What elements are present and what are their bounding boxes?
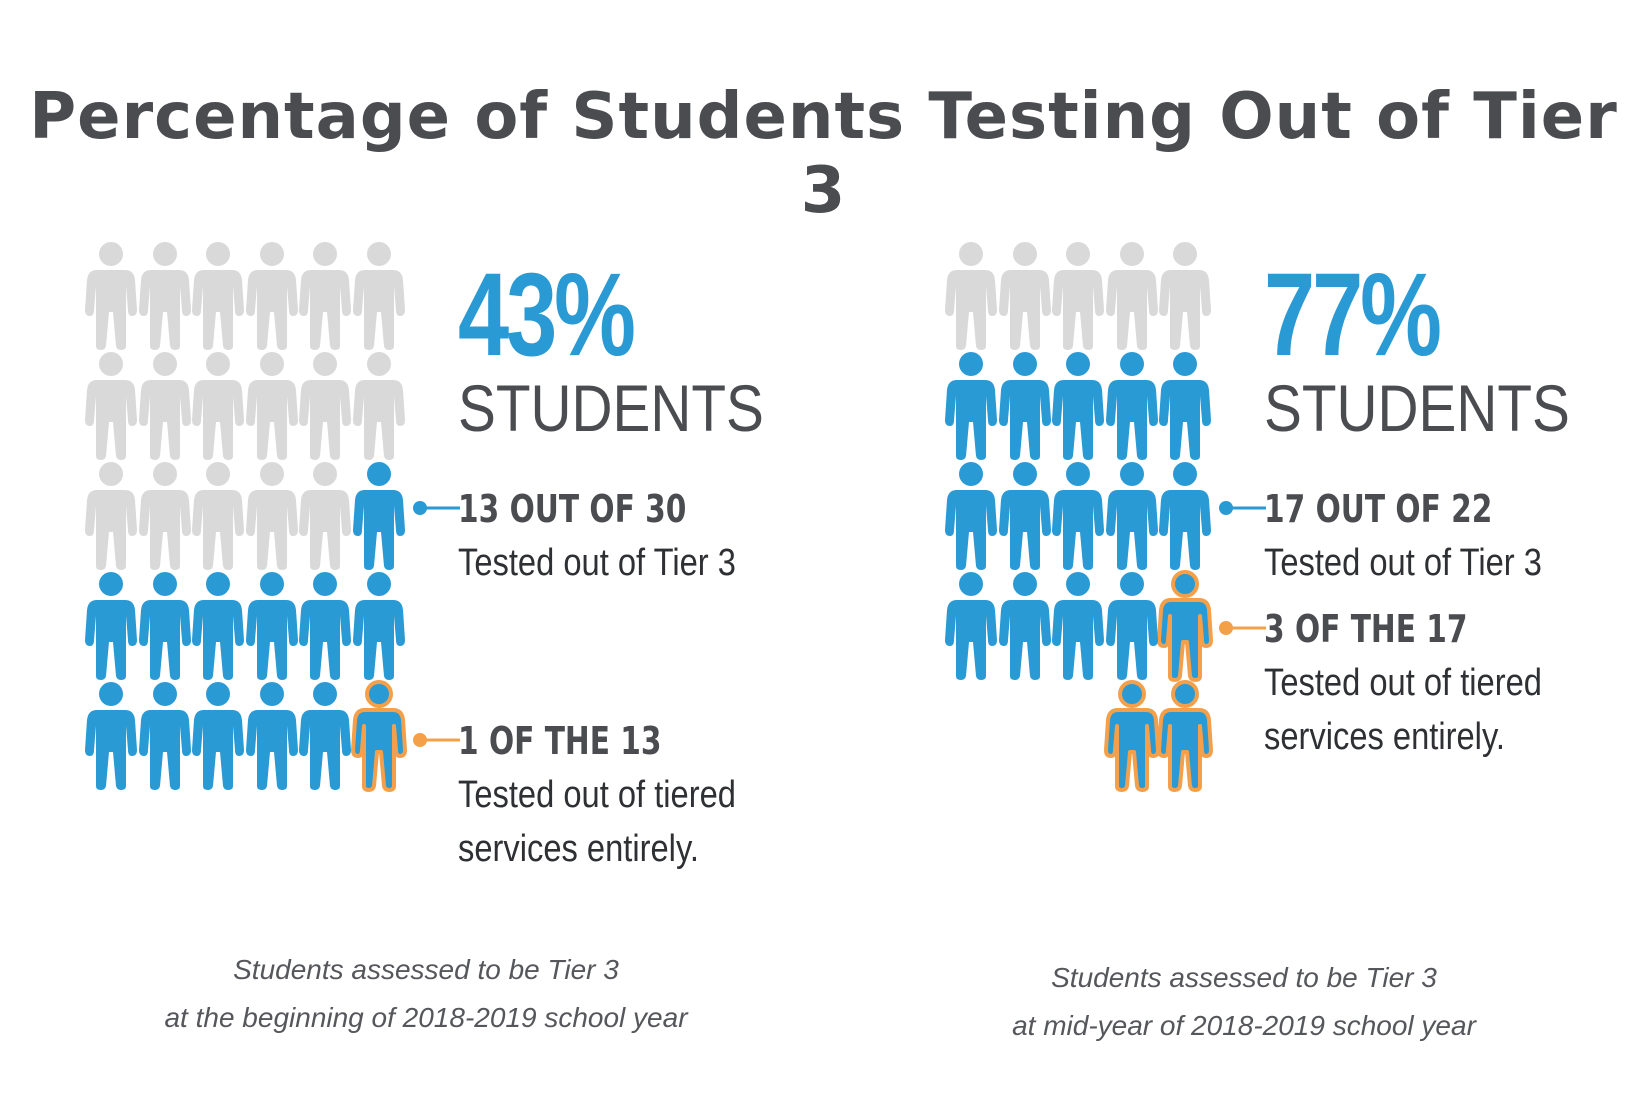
person-icon bbox=[85, 682, 137, 790]
person-icon bbox=[945, 352, 997, 460]
person-icon bbox=[998, 242, 1051, 350]
person-icon bbox=[945, 572, 997, 680]
person-icon bbox=[350, 680, 407, 792]
annotation-heading-tested-out-beginning: 13 OUT OF 30 bbox=[458, 487, 687, 531]
caption-beginning-line2: at the beginning of 2018-2019 school yea… bbox=[164, 1002, 688, 1033]
annotation-text-entirely-midyear-line1: Tested out of tiered bbox=[1264, 662, 1542, 704]
caption-midyear: Students assessed to be Tier 3 at mid-ye… bbox=[934, 954, 1554, 1050]
percent-label-beginning: 43% bbox=[458, 249, 636, 381]
person-icon bbox=[1105, 462, 1158, 570]
person-icon bbox=[1105, 572, 1158, 680]
person-icon bbox=[299, 242, 351, 350]
person-icon bbox=[1105, 352, 1158, 460]
person-icon bbox=[1159, 462, 1211, 570]
person-icon bbox=[352, 352, 405, 460]
person-icon bbox=[1052, 572, 1104, 680]
percent-label-midyear: 77% bbox=[1264, 249, 1442, 381]
person-icon bbox=[245, 572, 298, 680]
unit-label-beginning: STUDENTS bbox=[458, 371, 764, 445]
caption-midyear-line2: at mid-year of 2018-2019 school year bbox=[1012, 1010, 1476, 1041]
person-icon bbox=[352, 242, 405, 350]
person-icon bbox=[85, 352, 137, 460]
person-icon bbox=[299, 352, 351, 460]
person-icon bbox=[1052, 462, 1104, 570]
person-icon bbox=[192, 572, 244, 680]
person-icon bbox=[299, 572, 351, 680]
person-icon bbox=[945, 462, 997, 570]
unit-label-midyear: STUDENTS bbox=[1264, 371, 1570, 445]
person-icon bbox=[138, 572, 191, 680]
person-icon bbox=[192, 682, 244, 790]
person-icon bbox=[1052, 352, 1104, 460]
person-icon bbox=[138, 242, 191, 350]
person-icon bbox=[998, 352, 1051, 460]
connector-entirely-midyear bbox=[1219, 621, 1266, 635]
person-icon bbox=[1159, 242, 1211, 350]
person-icon bbox=[138, 682, 191, 790]
annotation-heading-entirely-beginning: 1 OF THE 13 bbox=[458, 719, 662, 763]
person-icon bbox=[352, 572, 405, 680]
person-icon bbox=[299, 462, 351, 570]
annotation-heading-tested-out-midyear: 17 OUT OF 22 bbox=[1264, 487, 1493, 531]
person-icon bbox=[1157, 680, 1213, 792]
caption-midyear-line1: Students assessed to be Tier 3 bbox=[1051, 962, 1437, 993]
person-icon bbox=[192, 462, 244, 570]
person-icon bbox=[352, 462, 405, 570]
annotation-text-entirely-midyear-line2: services entirely. bbox=[1264, 716, 1505, 758]
person-icon bbox=[245, 352, 298, 460]
person-icon bbox=[1105, 242, 1158, 350]
person-icon bbox=[85, 462, 137, 570]
person-icon bbox=[998, 462, 1051, 570]
caption-beginning-line1: Students assessed to be Tier 3 bbox=[233, 954, 619, 985]
person-icon bbox=[1052, 242, 1104, 350]
person-icon bbox=[1157, 570, 1213, 682]
caption-beginning: Students assessed to be Tier 3 at the be… bbox=[116, 946, 736, 1042]
annotation-text-tested-out-midyear: Tested out of Tier 3 bbox=[1264, 542, 1542, 584]
person-icon bbox=[299, 682, 351, 790]
connector-entirely-beginning bbox=[413, 733, 460, 747]
person-icon bbox=[85, 242, 137, 350]
connector-tested-out-beginning bbox=[413, 501, 460, 515]
person-icon bbox=[138, 352, 191, 460]
person-icon bbox=[245, 682, 298, 790]
person-icon bbox=[245, 242, 298, 350]
annotation-text-tested-out-beginning: Tested out of Tier 3 bbox=[458, 542, 736, 584]
person-icon bbox=[945, 242, 997, 350]
person-icon bbox=[1103, 680, 1160, 792]
person-icon bbox=[138, 462, 191, 570]
annotation-text-entirely-beginning-line1: Tested out of tiered bbox=[458, 774, 736, 816]
person-icon bbox=[192, 242, 244, 350]
chart-title: Percentage of Students Testing Out of Ti… bbox=[29, 80, 1618, 228]
person-icon bbox=[998, 572, 1051, 680]
connector-tested-out-midyear bbox=[1219, 501, 1266, 515]
annotation-text-entirely-beginning-line2: services entirely. bbox=[458, 828, 699, 870]
person-icon bbox=[85, 572, 137, 680]
person-icon bbox=[192, 352, 244, 460]
person-icon bbox=[245, 462, 298, 570]
annotation-heading-entirely-midyear: 3 OF THE 17 bbox=[1264, 607, 1468, 651]
person-icon bbox=[1159, 352, 1211, 460]
